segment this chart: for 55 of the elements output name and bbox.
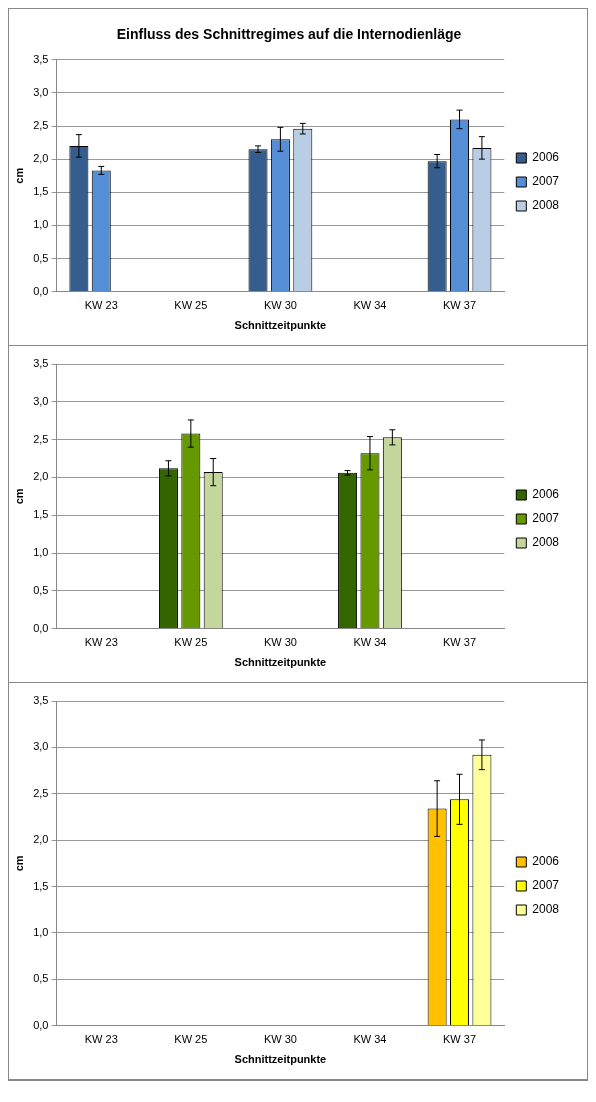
x-tick-label: KW 37 [443, 1033, 477, 1046]
x-axis-title: Schnittzeitpunkte [234, 656, 327, 669]
x-tick-label: KW 37 [443, 299, 477, 312]
legend-label: 2008 [532, 535, 560, 550]
x-tick-label: KW 30 [263, 1033, 297, 1046]
chart-title: Einfluss des Schnittregimes auf die Internodienläge [116, 26, 462, 43]
y-tick-label: 1,0 [33, 218, 49, 231]
x-tick-label: KW 25 [174, 299, 208, 312]
x-tick-label: KW 23 [84, 1033, 118, 1046]
legend-label: 2008 [532, 902, 560, 917]
y-tick-label: 0,5 [33, 251, 49, 264]
y-axis-title: cm [12, 488, 25, 505]
legend-label: 2007 [532, 174, 560, 189]
x-tick-label: KW 25 [174, 636, 208, 649]
x-tick-label: KW 34 [353, 1033, 387, 1046]
legend-label: 2008 [532, 198, 560, 213]
y-tick-label: 2,0 [33, 152, 49, 165]
y-tick-label: 1,5 [33, 879, 49, 892]
legend-label: 2006 [532, 487, 560, 502]
y-tick-label: 3,0 [33, 394, 49, 407]
x-tick-label: KW 25 [174, 1033, 208, 1046]
x-tick-label: KW 23 [84, 636, 118, 649]
x-tick-label: KW 30 [263, 636, 297, 649]
legend-label: 2006 [532, 854, 560, 869]
y-tick-label: 2,5 [33, 432, 49, 445]
y-tick-label: 1,5 [33, 508, 49, 521]
y-tick-label: 0,0 [33, 284, 49, 297]
legend-label: 2007 [532, 511, 560, 526]
x-tick-label: KW 37 [443, 636, 477, 649]
y-tick-label: 3,0 [33, 740, 49, 753]
y-tick-label: 0,5 [33, 583, 49, 596]
legend-label: 2007 [532, 878, 560, 893]
x-axis-title: Schnittzeitpunkte [234, 319, 327, 332]
legend-label: 2006 [532, 150, 560, 165]
y-tick-label: 1,5 [33, 185, 49, 198]
y-tick-label: 2,0 [33, 833, 49, 846]
y-axis-title: cm [12, 855, 25, 872]
y-tick-label: 2,5 [33, 119, 49, 132]
y-tick-label: 3,5 [33, 52, 49, 65]
x-tick-label: KW 30 [263, 299, 297, 312]
y-tick-label: 0,5 [33, 972, 49, 985]
x-tick-label: KW 23 [84, 299, 118, 312]
y-tick-label: 0,0 [33, 1018, 49, 1031]
y-tick-label: 1,0 [33, 546, 49, 559]
y-tick-label: 3,5 [33, 694, 49, 707]
y-axis-title: cm [12, 167, 25, 184]
x-tick-label: KW 34 [353, 299, 387, 312]
x-axis-title: Schnittzeitpunkte [234, 1053, 327, 1066]
x-tick-label: KW 34 [353, 636, 387, 649]
y-tick-label: 1,0 [33, 925, 49, 938]
y-tick-label: 2,0 [33, 470, 49, 483]
y-tick-label: 3,5 [33, 357, 49, 370]
y-tick-label: 0,0 [33, 621, 49, 634]
y-tick-label: 3,0 [33, 85, 49, 98]
y-tick-label: 2,5 [33, 786, 49, 799]
